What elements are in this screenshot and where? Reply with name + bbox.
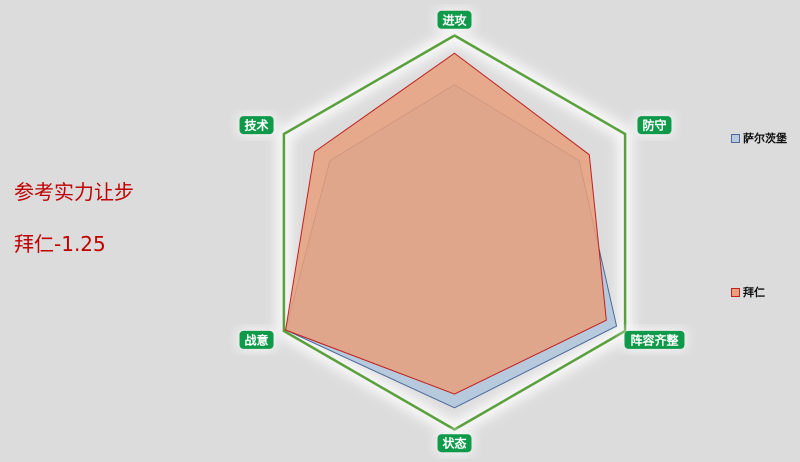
grid-outline xyxy=(282,34,627,431)
series-area-1 xyxy=(285,52,607,395)
handicap-title: 参考实力让步 xyxy=(14,180,134,204)
axis-label: 状态 xyxy=(442,436,466,451)
legend-swatch xyxy=(731,133,740,143)
axis-label-box xyxy=(637,116,672,135)
axis-label-box xyxy=(437,434,472,453)
axis-label: 阵容齐整 xyxy=(630,332,678,347)
axis-label-box xyxy=(437,10,472,29)
axis-label-box xyxy=(624,330,685,349)
legend-item-salzburg: 萨尔茨堡 xyxy=(731,130,787,146)
axis-label: 技术 xyxy=(245,118,269,133)
legend-label: 拜仁 xyxy=(743,286,765,299)
legend-label: 萨尔茨堡 xyxy=(743,132,787,145)
handicap-value: 拜仁-1.25 xyxy=(14,232,106,256)
axis-label-box xyxy=(239,116,274,135)
axis-label: 战意 xyxy=(245,332,269,347)
axis-label: 防守 xyxy=(642,118,666,133)
legend-item-bayern: 拜仁 xyxy=(731,284,765,300)
legend-swatch xyxy=(731,287,740,297)
axis-label-box xyxy=(239,330,274,349)
axis-label: 进攻 xyxy=(442,12,467,27)
